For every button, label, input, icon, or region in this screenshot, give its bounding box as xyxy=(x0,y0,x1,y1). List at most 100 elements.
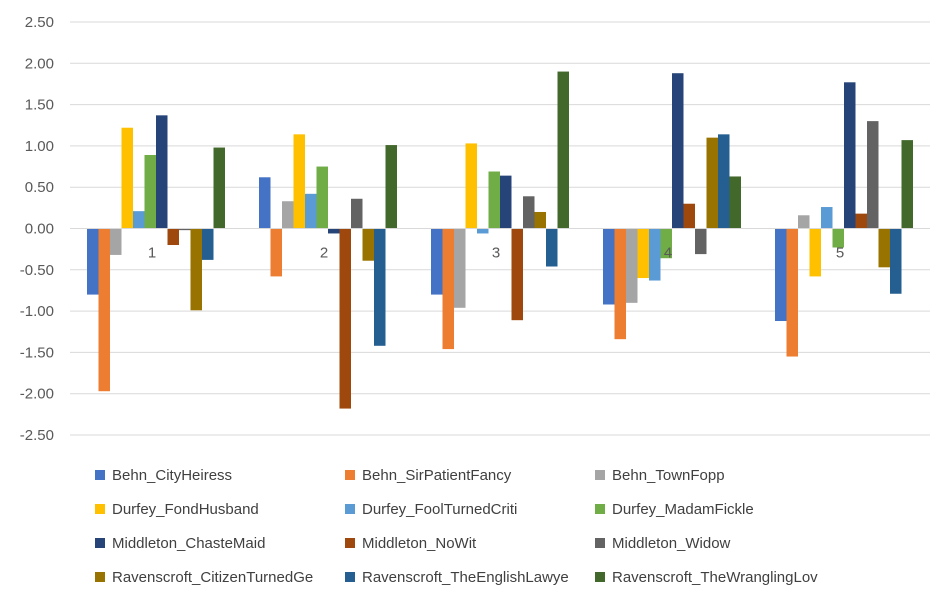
legend-swatch xyxy=(95,538,105,548)
bar xyxy=(775,228,787,322)
bar xyxy=(374,228,386,346)
legend-swatch xyxy=(595,470,605,480)
legend-swatch xyxy=(95,572,105,582)
bar xyxy=(523,196,535,229)
bar xyxy=(144,154,156,229)
bar xyxy=(213,147,225,229)
y-tick-label: -1.00 xyxy=(20,303,54,320)
y-tick-label: 2.00 xyxy=(25,55,54,72)
y-tick-label: 1.50 xyxy=(25,97,54,114)
legend-item: Behn_CityHeiress xyxy=(95,464,345,486)
bar xyxy=(626,228,638,303)
bar xyxy=(546,228,558,267)
y-tick-label: 1.00 xyxy=(25,138,54,155)
bar xyxy=(534,211,546,229)
y-tick-label: -2.00 xyxy=(20,386,54,403)
legend-label: Durfey_MadamFickle xyxy=(612,500,754,518)
legend-label: Behn_SirPatientFancy xyxy=(362,466,512,484)
y-axis: 2.50 2.00 1.50 1.00 0.50 0.00 -0.50 -1.00 -1.50 -… xyxy=(20,14,54,444)
bar xyxy=(167,228,179,246)
legend-label: Behn_CityHeiress xyxy=(112,466,233,484)
legend-item: Durfey_FoolTurnedCriti xyxy=(345,498,595,520)
legend-label: Ravenscroft_CitizenTurnedGe xyxy=(112,568,314,586)
legend-item: Behn_SirPatientFancy xyxy=(345,464,595,486)
bar xyxy=(339,228,351,409)
bar xyxy=(798,215,810,229)
legend-swatch xyxy=(345,538,355,548)
legend-swatch xyxy=(95,504,105,514)
legend-swatch xyxy=(345,572,355,582)
bar xyxy=(87,228,99,295)
y-tick-label: -1.50 xyxy=(20,344,54,361)
bar xyxy=(809,228,821,277)
legend: Behn_CityHeiress Behn_SirPatientFancy Behn… xyxy=(95,464,915,588)
y-tick-label: -0.50 xyxy=(20,262,54,279)
bar xyxy=(488,171,500,229)
bar xyxy=(867,121,879,229)
bar xyxy=(385,145,397,229)
x-tick-label: 1 xyxy=(148,245,156,262)
bar xyxy=(442,228,454,350)
x-tick-label: 3 xyxy=(492,245,500,262)
bar xyxy=(454,228,466,308)
bar xyxy=(890,228,902,294)
bar xyxy=(855,213,867,229)
bar xyxy=(270,228,282,277)
bar xyxy=(190,228,202,311)
legend-swatch xyxy=(345,504,355,514)
bar xyxy=(121,127,133,229)
y-tick-label: -2.50 xyxy=(20,427,54,444)
bar xyxy=(431,228,443,295)
bar xyxy=(603,228,615,305)
bar xyxy=(786,228,798,357)
bar xyxy=(465,143,477,229)
legend-label: Middleton_Widow xyxy=(612,534,731,552)
bar xyxy=(718,134,730,229)
legend-item: Ravenscroft_TheEnglishLawye xyxy=(345,566,595,588)
y-tick-label: 2.50 xyxy=(25,14,54,31)
bar xyxy=(901,140,913,229)
legend-item: Ravenscroft_CitizenTurnedGe xyxy=(95,566,345,588)
bar xyxy=(293,134,305,229)
bar xyxy=(259,177,271,229)
y-tick-label: 0.00 xyxy=(25,221,54,238)
bar xyxy=(351,198,363,229)
legend-label: Ravenscroft_TheWranglingLov xyxy=(612,568,818,586)
legend-label: Behn_TownFopp xyxy=(612,466,725,484)
bar xyxy=(328,228,340,234)
legend-item: Middleton_ChasteMaid xyxy=(95,532,345,554)
bar xyxy=(614,228,626,340)
legend-swatch xyxy=(595,504,605,514)
bar xyxy=(683,203,695,229)
legend-swatch xyxy=(95,470,105,480)
bar xyxy=(672,73,684,229)
bar xyxy=(660,228,672,259)
bar xyxy=(316,166,328,229)
legend-label: Durfey_FoolTurnedCriti xyxy=(362,500,518,518)
legend-item: Ravenscroft_TheWranglingLov xyxy=(595,566,855,588)
legend-item: Durfey_FondHusband xyxy=(95,498,345,520)
bar xyxy=(305,193,317,229)
bar xyxy=(202,228,214,260)
bar xyxy=(110,228,122,255)
legend-item: Middleton_NoWit xyxy=(345,532,595,554)
legend-swatch xyxy=(345,470,355,480)
bar xyxy=(706,137,718,229)
bar xyxy=(878,228,890,268)
bar xyxy=(477,228,489,234)
bar xyxy=(282,201,294,229)
legend-item: Middleton_Widow xyxy=(595,532,855,554)
x-axis: 1 2 3 4 5 xyxy=(70,228,930,262)
bar xyxy=(98,228,110,392)
x-tick-label: 2 xyxy=(320,245,328,262)
legend-label: Durfey_FondHusband xyxy=(112,500,259,518)
legend-swatch xyxy=(595,538,605,548)
bar xyxy=(695,228,707,255)
bar xyxy=(844,82,856,229)
bar xyxy=(133,211,145,229)
legend-label: Middleton_ChasteMaid xyxy=(112,534,266,552)
legend-label: Middleton_NoWit xyxy=(362,534,477,552)
y-tick-label: 0.50 xyxy=(25,179,54,196)
bars xyxy=(87,71,913,409)
